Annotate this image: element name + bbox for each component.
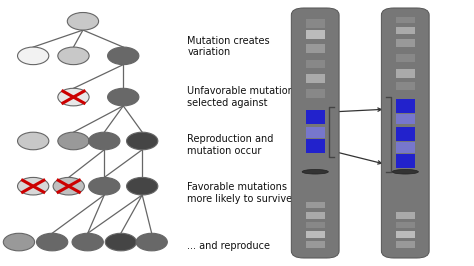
Bar <box>306 19 325 28</box>
Circle shape <box>18 47 49 65</box>
FancyBboxPatch shape <box>382 8 429 258</box>
Circle shape <box>18 132 49 150</box>
Bar <box>396 114 415 124</box>
Bar <box>306 74 325 83</box>
Bar <box>396 27 415 34</box>
Bar <box>306 231 325 238</box>
Bar <box>396 39 415 47</box>
Circle shape <box>105 233 137 251</box>
Circle shape <box>58 88 89 106</box>
Bar <box>396 17 415 23</box>
Text: Reproduction and
mutation occur: Reproduction and mutation occur <box>187 134 273 156</box>
Bar <box>396 240 415 248</box>
Circle shape <box>72 233 103 251</box>
Circle shape <box>89 177 120 195</box>
Circle shape <box>36 233 68 251</box>
Text: ... and reproduce: ... and reproduce <box>187 241 270 251</box>
Ellipse shape <box>392 169 419 174</box>
Circle shape <box>108 47 139 65</box>
FancyBboxPatch shape <box>292 8 339 258</box>
Bar <box>306 110 325 124</box>
Bar <box>306 127 325 138</box>
Bar <box>396 212 415 219</box>
Circle shape <box>58 47 89 65</box>
Text: Unfavorable mutations
selected against: Unfavorable mutations selected against <box>187 86 299 108</box>
Bar <box>306 139 325 153</box>
Bar <box>306 202 325 208</box>
Bar <box>306 44 325 53</box>
Text: Favorable mutations
more likely to survive: Favorable mutations more likely to survi… <box>187 182 292 204</box>
Bar <box>306 60 325 68</box>
Bar <box>396 142 415 153</box>
Bar <box>396 154 415 168</box>
Circle shape <box>127 177 158 195</box>
Bar <box>396 99 415 113</box>
Text: Mutation creates
variation: Mutation creates variation <box>187 36 270 57</box>
Bar <box>306 31 325 39</box>
Bar <box>396 82 415 90</box>
Circle shape <box>53 177 84 195</box>
Bar <box>396 222 415 228</box>
Bar <box>396 54 415 62</box>
Ellipse shape <box>302 169 328 174</box>
Circle shape <box>136 233 167 251</box>
Bar <box>306 240 325 248</box>
Circle shape <box>67 13 99 30</box>
Bar <box>396 69 415 78</box>
Circle shape <box>3 233 35 251</box>
Bar <box>306 222 325 228</box>
Circle shape <box>89 132 120 150</box>
Bar <box>306 89 325 98</box>
Circle shape <box>18 177 49 195</box>
Bar <box>306 212 325 219</box>
Circle shape <box>127 132 158 150</box>
Circle shape <box>58 132 89 150</box>
Circle shape <box>108 88 139 106</box>
Bar <box>396 127 415 140</box>
Bar <box>396 231 415 238</box>
